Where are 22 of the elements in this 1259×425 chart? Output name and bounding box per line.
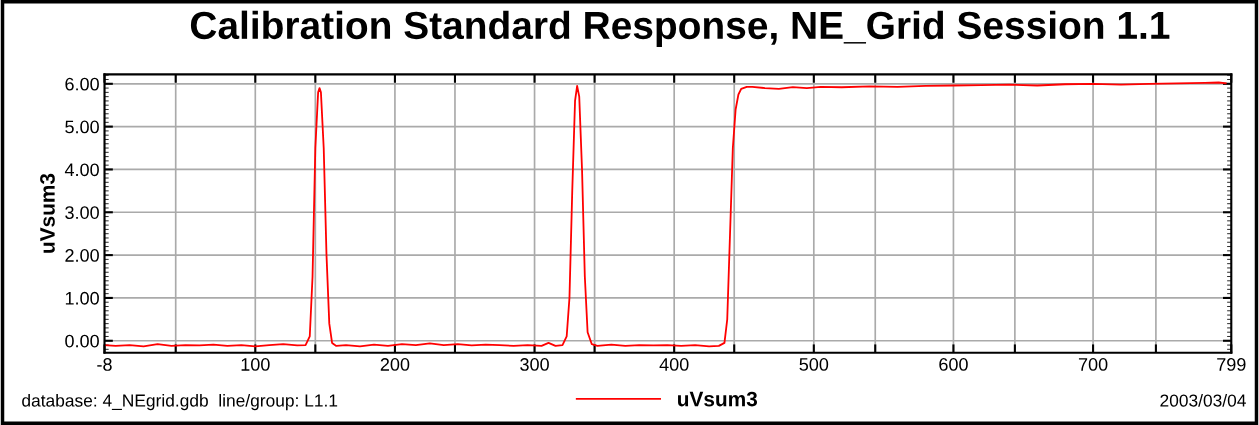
line-series (104, 81, 1227, 348)
legend-label: uVsum3 (678, 391, 758, 407)
y-tick-label: 4.00 (64, 163, 99, 177)
text: 2003/03/04 (1160, 393, 1246, 407)
y-tick-label: 0.00 (65, 334, 99, 348)
x-tick-label: 799 (1217, 358, 1246, 371)
x-tick-label: -8 (97, 358, 112, 371)
x-tick-label: 200 (380, 358, 410, 371)
x-tick-label: 300 (520, 358, 549, 371)
x-tick-label: 400 (659, 358, 689, 371)
y-tick-label: 6.00 (65, 77, 99, 91)
y-tick-label: 1.00 (65, 291, 99, 305)
x-tick-label: 500 (799, 358, 829, 371)
y-tick-label: 3.00 (65, 206, 99, 219)
x-tick-label: 600 (939, 358, 968, 371)
y-tick-label: 5.00 (65, 120, 99, 134)
text: database: 4_NEgrid.gdb line/group: L1.1 (22, 393, 338, 411)
chart-title: Calibration Standard Response, NE_Grid Session 1.1 (190, 10, 1170, 47)
y-axis-title: uVsum3 (40, 173, 55, 253)
x-tick-label: 100 (241, 358, 270, 371)
x-tick-label: 700 (1078, 358, 1108, 371)
y-tick-label: 2.00 (65, 249, 99, 262)
